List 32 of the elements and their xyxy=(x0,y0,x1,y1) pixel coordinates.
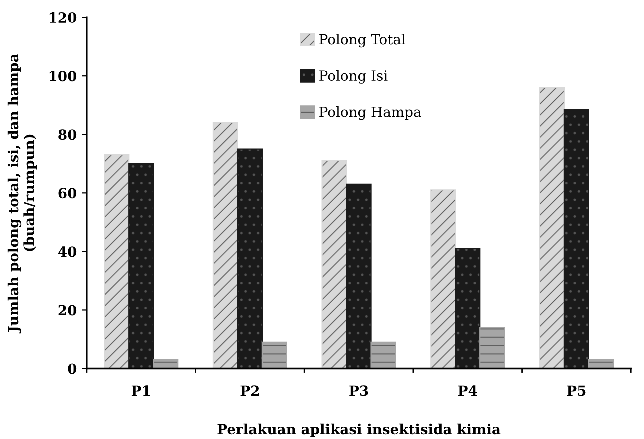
x-axis-title: Perlakuan aplikasi insektisida kimia xyxy=(218,424,501,438)
y-tick-label: 120 xyxy=(50,12,77,24)
bar xyxy=(346,184,372,369)
bar xyxy=(262,342,288,369)
bar xyxy=(539,87,566,369)
x-tick-label: P1 xyxy=(132,386,150,396)
legend-label: Polong Total xyxy=(320,34,406,48)
y-tick-label: 0 xyxy=(68,364,77,374)
bar xyxy=(430,190,456,369)
y-tick-label: 40 xyxy=(58,246,77,258)
bar xyxy=(480,327,506,369)
y-tick-label: 60 xyxy=(58,188,77,199)
bar xyxy=(455,248,481,369)
bar xyxy=(212,122,239,369)
x-tick-label: P3 xyxy=(350,386,368,396)
bar xyxy=(322,160,348,369)
bar xyxy=(564,109,590,369)
y-axis-title: Jumlah polong total, isi, dan hampa (buah/rumpun) xyxy=(8,54,38,334)
bar xyxy=(237,148,263,369)
legend-label: Polong Isi xyxy=(320,70,388,84)
bar xyxy=(588,359,614,369)
y-tick-label: 20 xyxy=(58,305,77,316)
y-tick-label: 100 xyxy=(50,71,77,82)
bar xyxy=(370,342,396,369)
x-tick-label: P2 xyxy=(240,386,259,396)
bar xyxy=(104,154,130,369)
x-tick-label: P5 xyxy=(567,386,586,396)
bar xyxy=(128,163,154,369)
legend-label: Polong Hampa xyxy=(320,106,422,120)
x-tick-label: P4 xyxy=(458,386,478,396)
y-tick-label: 80 xyxy=(58,130,77,140)
bar xyxy=(153,359,179,369)
